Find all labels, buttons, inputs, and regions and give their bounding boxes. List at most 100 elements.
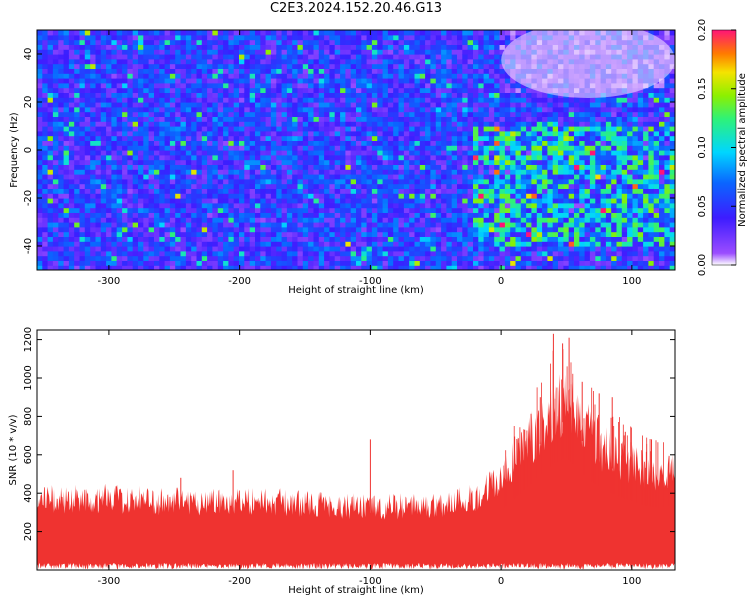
- heatmap-cell: [207, 121, 213, 127]
- heatmap-cell: [47, 39, 54, 45]
- heatmap-cell: [361, 54, 368, 60]
- heatmap-cell: [382, 73, 389, 79]
- heatmap-cell: [515, 217, 522, 223]
- heatmap-cell: [451, 140, 458, 146]
- heatmap-cell: [127, 140, 134, 146]
- heatmap-cell: [297, 241, 304, 247]
- heatmap-cell: [185, 140, 192, 146]
- heatmap-cell: [63, 92, 70, 98]
- heatmap-cell: [494, 54, 501, 60]
- heatmap-cell: [297, 63, 304, 69]
- heatmap-cell: [185, 82, 192, 89]
- heatmap-cell: [164, 150, 171, 156]
- heatmap-cell: [457, 250, 463, 257]
- heatmap-cell: [467, 44, 474, 50]
- heatmap-cell: [371, 226, 378, 233]
- heatmap-cell: [249, 135, 256, 141]
- heatmap-cell: [281, 102, 288, 108]
- heatmap-cell: [419, 188, 426, 194]
- heatmap-cell: [329, 250, 336, 257]
- heatmap-cell: [148, 241, 155, 247]
- heatmap-cell: [42, 58, 49, 65]
- heatmap-cell: [132, 30, 139, 36]
- heatmap-cell: [132, 140, 139, 146]
- heatmap-cell: [191, 202, 198, 209]
- heatmap-cell: [90, 39, 97, 45]
- heatmap-cell: [223, 58, 229, 65]
- heatmap-cell: [138, 121, 144, 127]
- heatmap-cell: [164, 44, 171, 50]
- heatmap-cell: [127, 226, 134, 233]
- heatmap-cell: [164, 159, 171, 165]
- heatmap-cell: [473, 145, 479, 151]
- heatmap-cell: [228, 97, 235, 103]
- heatmap-cell: [547, 130, 554, 137]
- heatmap-cell: [79, 250, 86, 257]
- heatmap-cell: [340, 68, 346, 74]
- heatmap-cell: [52, 39, 59, 45]
- heatmap-cell: [504, 121, 511, 127]
- heatmap-cell: [212, 265, 219, 270]
- heatmap-cell: [74, 231, 81, 237]
- heatmap-cell: [414, 198, 421, 204]
- heatmap-cell: [308, 164, 314, 170]
- heatmap-cell: [255, 92, 261, 98]
- heatmap-cell: [409, 39, 416, 45]
- heatmap-cell: [233, 174, 240, 180]
- heatmap-cell: [270, 246, 277, 252]
- heatmap-cell: [276, 255, 283, 261]
- heatmap-cell: [106, 73, 112, 79]
- heatmap-cell: [281, 87, 288, 93]
- heatmap-cell: [239, 111, 245, 117]
- heatmap-cell: [249, 78, 256, 84]
- heatmap-cell: [37, 82, 43, 89]
- heatmap-cell: [47, 212, 54, 218]
- heatmap-cell: [143, 226, 150, 233]
- heatmap-cell: [116, 169, 123, 175]
- heatmap-cell: [366, 212, 373, 218]
- heatmap-cell: [515, 226, 522, 233]
- heatmap-cell: [148, 111, 155, 117]
- heatmap-cell: [185, 111, 192, 117]
- heatmap-cell: [111, 30, 118, 36]
- heatmap-cell: [526, 265, 532, 270]
- heatmap-cell: [260, 159, 267, 165]
- heatmap-cell: [47, 49, 54, 55]
- heatmap-cell: [255, 174, 261, 180]
- heatmap-cell: [228, 246, 235, 252]
- heatmap-cell: [387, 193, 394, 199]
- heatmap-cell: [260, 34, 267, 41]
- heatmap-cell: [302, 135, 309, 141]
- heatmap-cell: [371, 49, 378, 55]
- heatmap-cell: [138, 178, 144, 185]
- heatmap-cell: [122, 260, 128, 266]
- heatmap-cell: [84, 39, 91, 45]
- heatmap-cell: [52, 250, 59, 257]
- heatmap-cell: [441, 265, 447, 270]
- heatmap-cell: [387, 102, 394, 108]
- heatmap-cell: [169, 250, 176, 257]
- heatmap-cell: [228, 169, 235, 175]
- heatmap-cell: [255, 97, 261, 103]
- heatmap-cell: [547, 174, 554, 180]
- heatmap-cell: [249, 145, 256, 151]
- heatmap-cell: [313, 63, 320, 69]
- heatmap-cell: [350, 87, 357, 93]
- heatmap-cell: [169, 130, 176, 137]
- heatmap-cell: [446, 226, 453, 233]
- heatmap-cell: [100, 135, 107, 141]
- heatmap-cell: [552, 164, 559, 170]
- heatmap-cell: [414, 231, 421, 237]
- heatmap-cell: [42, 174, 49, 180]
- heatmap-cell: [515, 140, 522, 146]
- heatmap-cell: [260, 111, 267, 117]
- heatmap-cell: [164, 82, 171, 89]
- heatmap-cell: [249, 49, 256, 55]
- heatmap-cell: [462, 135, 469, 141]
- heatmap-cell: [233, 78, 240, 84]
- heatmap-cell: [515, 121, 522, 127]
- heatmap-cell: [499, 164, 506, 170]
- heatmap-cell: [515, 126, 522, 132]
- heatmap-cell: [334, 178, 341, 185]
- heatmap-cell: [42, 183, 49, 189]
